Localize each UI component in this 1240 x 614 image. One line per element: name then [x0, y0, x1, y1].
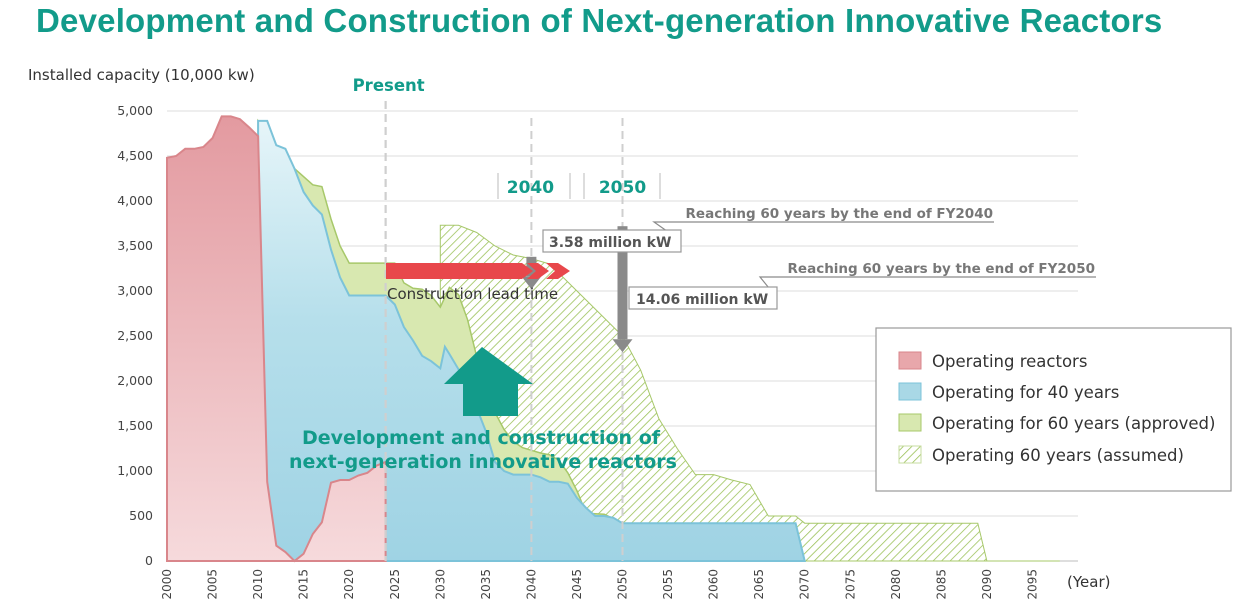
legend-label-60-approved: Operating for 60 years (approved): [932, 414, 1215, 433]
x-tick-label: 2075: [843, 569, 857, 600]
legend-swatch-operating: [898, 351, 922, 370]
y-axis-label: Installed capacity (10,000 kw): [28, 66, 255, 84]
innovation-up-arrow: [444, 347, 533, 416]
innovation-label-line1: Development and construction of: [302, 427, 661, 449]
reaching-label-2040: Reaching 60 years by the end of FY2040: [686, 206, 993, 222]
marker-label-2050: 2050: [599, 178, 646, 198]
innovation-label-line2: next-generation innovative reactors: [289, 451, 677, 473]
x-tick-label: 2060: [707, 569, 721, 600]
lead-time-label: Construction lead time: [387, 285, 558, 303]
y-tick-label: 2,000: [117, 373, 153, 388]
x-tick-label: 2085: [934, 569, 948, 600]
y-tick-label: 2,500: [117, 328, 153, 343]
x-tick-label: 2045: [570, 569, 584, 600]
value-label-2040: 3.58 million kW: [549, 235, 671, 251]
x-tick-label: 2095: [1025, 569, 1039, 600]
series-layer: [166, 115, 1060, 563]
y-tick-label: 1,000: [117, 463, 153, 478]
legend-label-operating: Operating reactors: [932, 352, 1087, 371]
leader-line-2050: [758, 276, 1096, 299]
legend-swatch-40-years: [898, 382, 922, 401]
x-tick-label: 2070: [798, 569, 812, 600]
value-box-2040: [542, 229, 682, 253]
series-area-operating: [166, 115, 387, 563]
chart-title: Development and Construction of Next-gen…: [36, 2, 1163, 39]
x-tick-label: 2040: [524, 569, 538, 600]
y-tick-label: 5,000: [117, 103, 153, 118]
y-tick-label: 500: [129, 508, 153, 523]
x-tick-label: 2090: [980, 569, 994, 600]
legend-label-40-years: Operating for 40 years: [932, 383, 1119, 402]
legend-swatch-60-approved: [898, 413, 922, 432]
reaching-label-2050: Reaching 60 years by the end of FY2050: [788, 261, 1095, 277]
y-tick-label: 4,000: [117, 193, 153, 208]
x-tick-label: 2055: [661, 569, 675, 600]
x-axis-label: (Year): [1067, 573, 1110, 591]
x-tick-label: 2025: [388, 569, 402, 600]
value-box-2050: [628, 286, 778, 310]
drop-arrow-2050: [612, 226, 633, 353]
x-tick-label: 2015: [297, 569, 311, 600]
series-area-40-years: [257, 119, 806, 562]
present-label: Present: [353, 76, 425, 95]
x-tick-label: 2005: [206, 569, 220, 600]
x-tick-label: 2000: [160, 569, 174, 600]
value-label-2050: 14.06 million kW: [636, 292, 768, 308]
x-tick-label: 2020: [342, 569, 356, 600]
marker-label-2040: 2040: [507, 178, 554, 198]
y-ticks: 0 500 1,000 1,500 2,000 2,500 3,000 3,500 4,000 4…: [117, 103, 153, 568]
leader-line-2040: [652, 221, 994, 242]
y-tick-label: 3,000: [117, 283, 153, 298]
x-ticks: 2000 2005 2010 2015 2020 2025 2030 2035 2040 2045…: [160, 569, 1039, 600]
lead-time-arrow: [386, 263, 570, 279]
x-tick-label: 2080: [889, 569, 903, 600]
legend: Operating reactors Operating for 40 year…: [875, 327, 1232, 492]
legend-label-60-assumed: Operating 60 years (assumed): [932, 446, 1184, 465]
x-tick-label: 2035: [479, 569, 493, 600]
y-tick-label: 0: [145, 553, 153, 568]
y-tick-label: 1,500: [117, 418, 153, 433]
x-tick-label: 2050: [616, 569, 630, 600]
x-tick-label: 2065: [752, 569, 766, 600]
legend-swatch-60-assumed: [898, 445, 922, 464]
x-tick-label: 2010: [251, 569, 265, 600]
series-area-60-assumed: [439, 224, 1060, 562]
x-tick-label: 2030: [433, 569, 447, 600]
y-tick-label: 3,500: [117, 238, 153, 253]
y-tick-label: 4,500: [117, 148, 153, 163]
